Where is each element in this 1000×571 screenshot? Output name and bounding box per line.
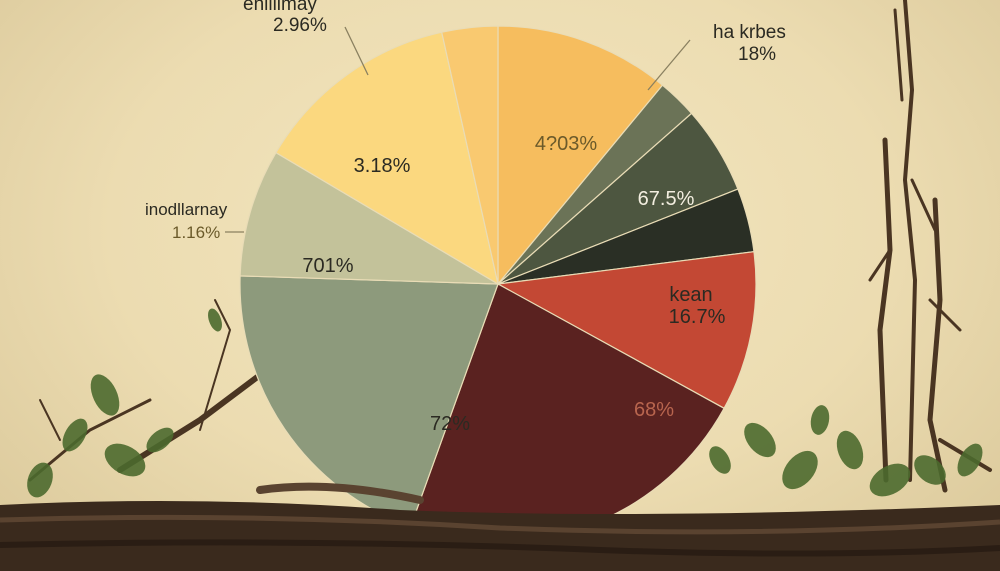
callout-value-top-right: 18% [738,44,777,65]
slice-pct-orange: 4?03% [534,133,598,155]
callout-label-top-right: ha krbes [713,22,786,43]
slice-pct-sage: 72% [429,413,471,435]
slice-pct-kean: 16.7% [668,306,726,328]
slice-pct-maroon: 68% [633,399,675,421]
callout-line-top-left [344,26,369,76]
log-decoration [0,482,1000,571]
pie-slice-0 [497,25,664,286]
callout-line-top-right [647,39,691,91]
callout-label-left: inodllarnay [145,200,228,219]
slice-pct-light-sage: 701% [302,255,354,277]
leaves-decoration [27,308,983,498]
slice-pct-yellow: 3.18% [353,155,411,177]
pie-slice-4 [496,250,757,410]
slice-label-kean: kean [669,284,713,306]
branches-left-decoration [28,299,263,482]
pie-slice-9 [441,25,499,285]
branches-right-decoration [868,0,992,493]
pie-slice-7 [239,151,499,285]
pie [239,25,757,543]
callout-label-top-left: enllllmay [243,0,317,15]
callout-value-top-left: 2.96% [273,15,327,36]
callout-lines [225,26,691,233]
slice-pct-dark-green: 67.5% [637,188,695,210]
pie-slice-8 [275,31,499,286]
callout-value-left: 1.16% [172,223,221,242]
